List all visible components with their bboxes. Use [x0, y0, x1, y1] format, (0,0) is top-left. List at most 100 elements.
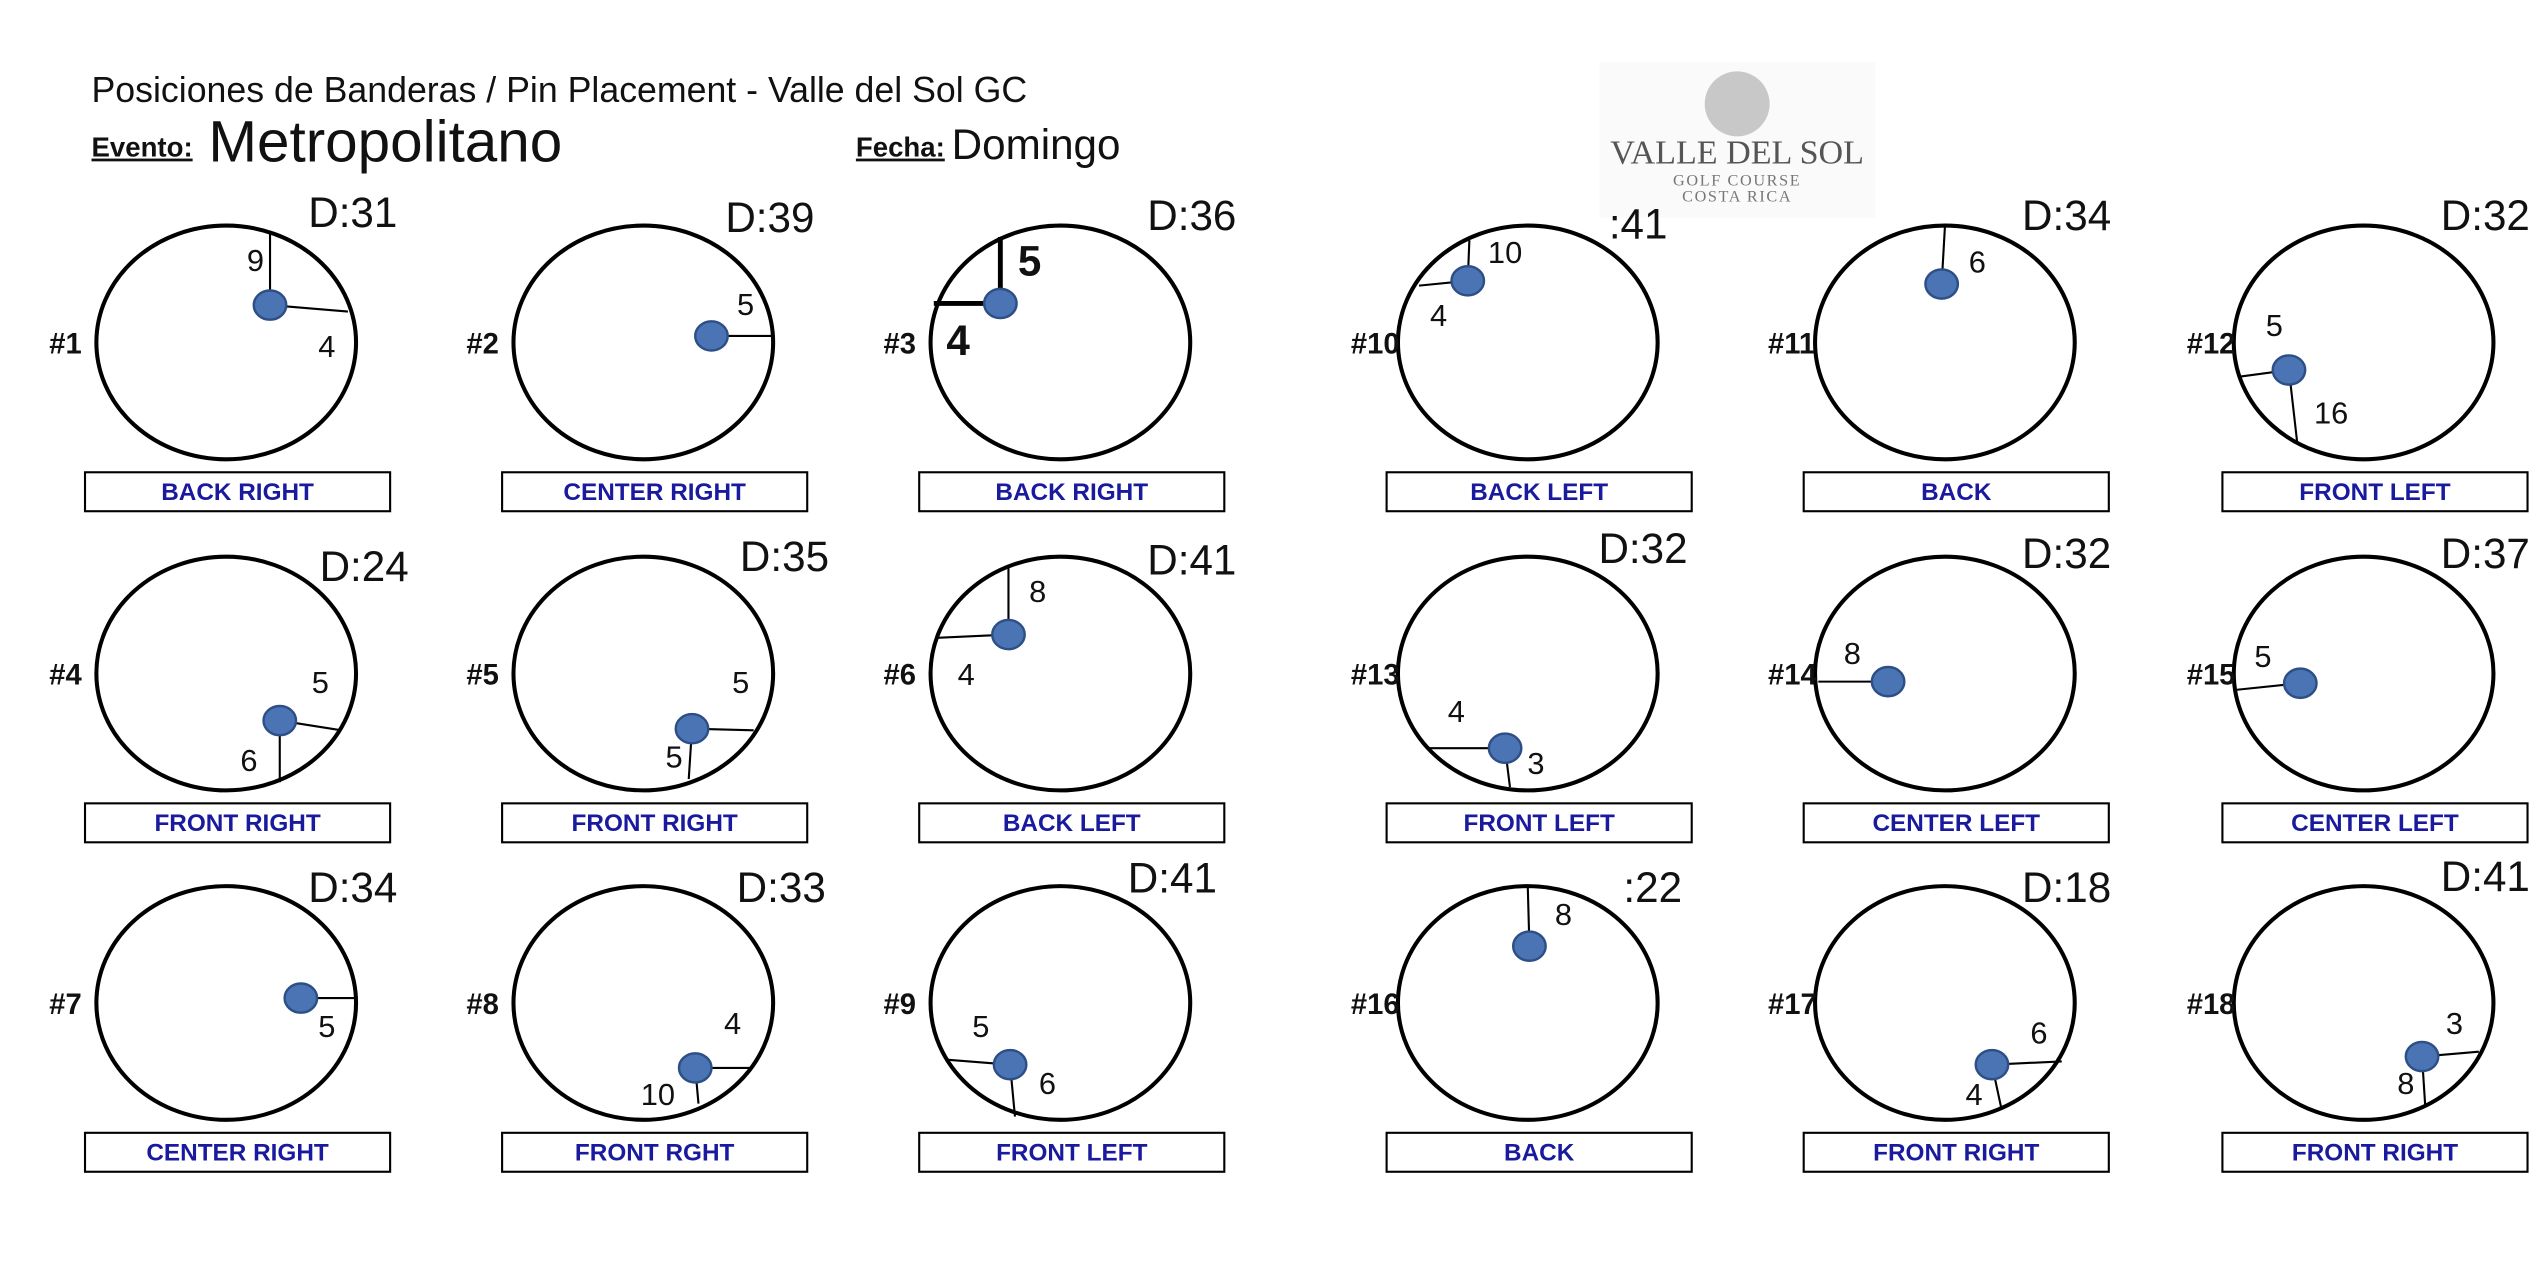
green — [928, 554, 1193, 793]
hole-number: #4 — [49, 659, 82, 691]
measurement: 5 — [2266, 308, 2283, 343]
green — [94, 554, 359, 793]
depth: D:32 — [1598, 525, 1687, 572]
logo-line: GOLF COURSE — [1673, 171, 1801, 189]
depth: D:33 — [737, 864, 826, 911]
measurement: 8 — [1844, 636, 1861, 671]
event: Metropolitano — [208, 110, 562, 175]
depth: D:39 — [725, 194, 814, 241]
depth: :22 — [1623, 864, 1682, 911]
position: FRONT LEFT — [996, 1139, 1147, 1166]
hole-number: #12 — [2187, 328, 2236, 360]
depth: D:41 — [2441, 853, 2530, 900]
position: FRONT RIGHT — [2292, 1139, 2458, 1166]
hole-number: #7 — [49, 989, 81, 1021]
depth: D:18 — [2022, 864, 2111, 911]
position: BACK LEFT — [1003, 810, 1141, 837]
hole-number: #8 — [466, 989, 498, 1021]
measurement: 6 — [2030, 1016, 2047, 1051]
measurement: 8 — [1029, 574, 1046, 609]
position: FRONT RIGHT — [1873, 1139, 2039, 1166]
position-box — [83, 1131, 392, 1173]
measurement: 5 — [1018, 238, 1041, 285]
hole-number: #18 — [2187, 989, 2236, 1021]
position-box — [501, 802, 809, 844]
green — [1813, 223, 2077, 462]
position: FRONT RIGHT — [572, 810, 738, 837]
hole-number: #14 — [1768, 659, 1817, 691]
depth: D:37 — [2441, 530, 2530, 577]
position: CENTER LEFT — [2291, 810, 2459, 837]
hole-number: #1 — [49, 328, 81, 360]
measurement: 5 — [312, 665, 329, 700]
measurement: 10 — [641, 1077, 675, 1112]
depth: D:34 — [2022, 192, 2111, 239]
measurement: 4 — [1430, 298, 1447, 333]
measurement: 5 — [2254, 639, 2271, 674]
hole-number: #3 — [883, 328, 915, 360]
pin — [252, 289, 288, 321]
position: BACK RIGHT — [995, 479, 1148, 506]
depth: D:36 — [1147, 192, 1236, 239]
measurement: 9 — [247, 243, 264, 278]
position: BACK LEFT — [1470, 479, 1608, 506]
position-box — [501, 1131, 809, 1173]
date-label: Fecha: — [856, 132, 945, 163]
position: BACK — [1504, 1139, 1575, 1166]
pin — [2404, 1040, 2440, 1073]
pin — [283, 982, 319, 1014]
logo-ball — [1704, 71, 1770, 137]
event-label: Evento: — [92, 132, 193, 163]
depth: D:41 — [1147, 536, 1236, 583]
green — [1395, 223, 1660, 462]
position: BACK — [1921, 479, 1992, 506]
title: Posiciones de Banderas / Pin Placement -… — [92, 70, 1028, 110]
green — [2231, 884, 2496, 1122]
green — [1813, 884, 2077, 1122]
measurement: 5 — [737, 287, 754, 322]
pin — [1974, 1048, 2010, 1081]
logo: VALLE DEL SOL GOLF COURSE COSTA RICA — [1599, 61, 1876, 218]
pin — [982, 287, 1018, 320]
position-box — [1385, 802, 1693, 844]
position-box — [1802, 802, 2110, 844]
pin — [992, 1048, 1028, 1081]
position-box — [2221, 1131, 2529, 1173]
pin — [674, 712, 710, 745]
position-box — [501, 471, 809, 513]
depth: :41 — [1609, 200, 1668, 247]
measurement: 10 — [1488, 235, 1522, 270]
position: FRONT RGHT — [575, 1139, 735, 1166]
measurement: 4 — [1448, 694, 1465, 729]
measurement: 4 — [318, 329, 335, 364]
pin — [2271, 354, 2307, 386]
green — [1395, 884, 1660, 1122]
green — [928, 223, 1193, 462]
position: CENTER RIGHT — [563, 479, 746, 506]
depth: D:32 — [2022, 530, 2111, 577]
position-box — [83, 802, 392, 844]
pin — [1924, 268, 1960, 300]
logo-line: COSTA RICA — [1682, 188, 1792, 206]
depth: D:32 — [2441, 192, 2530, 239]
position-box — [83, 471, 392, 513]
position-box — [2221, 802, 2529, 844]
green — [94, 884, 359, 1122]
measurement: 4 — [946, 317, 970, 364]
hole-number: #9 — [883, 989, 915, 1021]
measurement: 3 — [1527, 746, 1544, 781]
measurement: 5 — [972, 1009, 989, 1044]
green — [94, 223, 359, 462]
depth: D:41 — [1128, 854, 1217, 901]
position: CENTER LEFT — [1872, 810, 2040, 837]
pin — [677, 1052, 713, 1084]
hole-number: #10 — [1351, 328, 1400, 360]
green — [928, 884, 1193, 1122]
position-box — [1802, 1131, 2110, 1173]
green — [2231, 223, 2496, 462]
position-box — [918, 1131, 1226, 1173]
measurement: 6 — [240, 743, 257, 778]
pin — [1450, 264, 1486, 297]
hole-number: #5 — [466, 659, 498, 691]
